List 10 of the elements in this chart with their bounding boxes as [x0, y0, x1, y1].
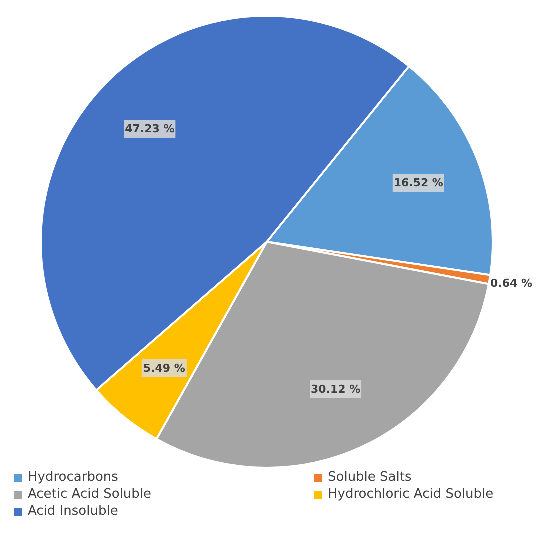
- legend-label: Hydrochloric Acid Soluble: [328, 487, 494, 502]
- legend-label: Hydrocarbons: [28, 470, 118, 485]
- data-label: 47.23 %: [125, 122, 175, 136]
- data-label: 16.52 %: [394, 176, 444, 190]
- data-label: 5.49 %: [143, 362, 186, 375]
- data-label: 0.64 %: [490, 276, 533, 290]
- legend-label: Acetic Acid Soluble: [28, 487, 152, 502]
- legend-label: Acid Insoluble: [28, 504, 118, 519]
- legend-label: Soluble Salts: [328, 470, 412, 485]
- data-label: 30.12 %: [310, 382, 361, 396]
